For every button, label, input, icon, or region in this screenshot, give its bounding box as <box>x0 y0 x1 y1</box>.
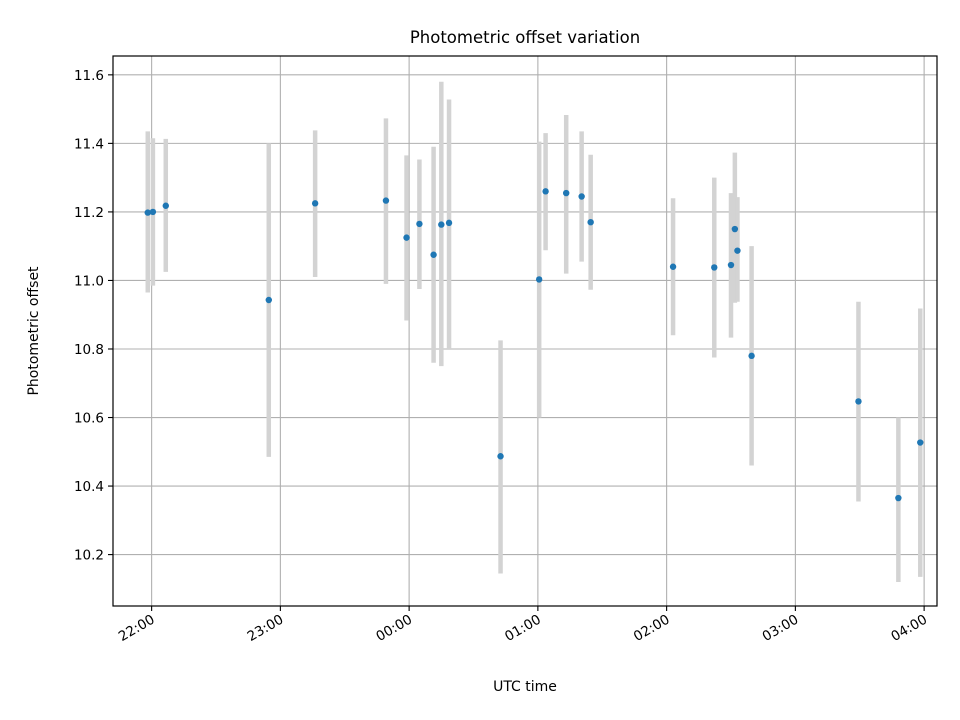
data-point <box>430 251 437 258</box>
data-point <box>162 202 169 209</box>
x-axis-label: UTC time <box>493 679 557 695</box>
y-tick-label: 10.8 <box>74 342 104 358</box>
plot-area-frame <box>112 55 938 607</box>
data-point <box>438 221 445 228</box>
data-point <box>542 188 549 195</box>
data-point <box>734 247 741 254</box>
y-tick-label: 11.6 <box>74 68 104 84</box>
data-point <box>587 218 594 226</box>
data-point <box>895 494 902 502</box>
data-point <box>917 439 924 446</box>
y-tick-label: 11.4 <box>74 136 104 152</box>
data-point <box>563 189 570 197</box>
data-point <box>535 276 543 283</box>
data-point <box>669 263 677 270</box>
data-point <box>727 261 735 269</box>
y-tick-label: 10.4 <box>74 479 104 495</box>
data-point <box>445 219 453 227</box>
data-point <box>578 193 585 200</box>
y-tick-label: 11.0 <box>74 273 104 289</box>
chart-title: Photometric offset variation <box>410 28 640 47</box>
data-point <box>265 296 272 304</box>
data-point <box>403 234 410 241</box>
y-tick-label: 10.6 <box>74 411 104 427</box>
data-point <box>382 197 390 204</box>
data-point <box>731 225 739 233</box>
data-point <box>855 398 862 405</box>
data-points <box>144 188 924 502</box>
data-point <box>497 453 504 460</box>
data-point <box>144 209 151 216</box>
data-point <box>416 220 423 228</box>
y-tick-label: 10.2 <box>74 548 104 564</box>
data-point <box>711 264 718 271</box>
data-point <box>311 200 319 207</box>
y-axis-label: Photometric offset <box>26 266 42 396</box>
data-point <box>149 208 157 216</box>
data-point <box>748 352 755 360</box>
y-tick-label: 11.2 <box>74 205 104 221</box>
